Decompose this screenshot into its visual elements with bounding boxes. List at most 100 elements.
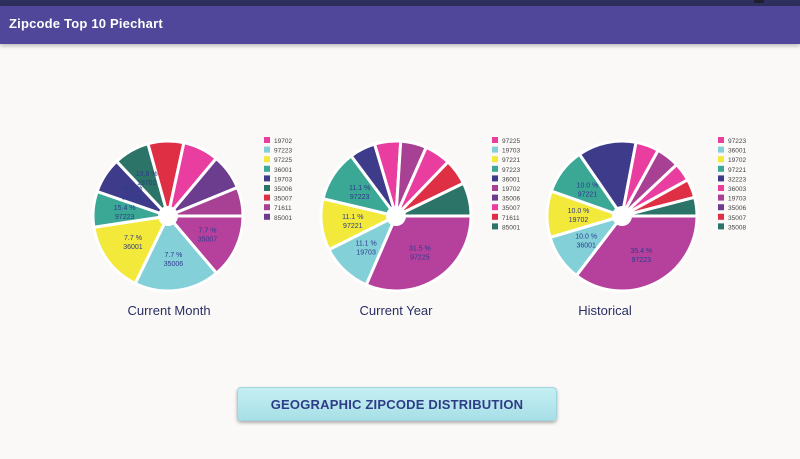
legend-label: 19702: [274, 138, 292, 145]
legend-swatch: [718, 165, 724, 172]
legend-swatch: [492, 223, 498, 230]
legend-swatch: [492, 185, 498, 191]
slice-percent-label: 7.7 %: [199, 227, 217, 234]
legend-swatch: [492, 146, 498, 153]
slice-percent-label: 11.1 %: [342, 214, 363, 221]
pie-chart-svg: 7.7 % 35007 7.7 % 35006 7.7 % 36001 15.4 % 9722…: [91, 137, 292, 293]
chart-title: Current Month: [127, 303, 211, 318]
chart-title: Current Year: [359, 303, 433, 318]
pie-center-hole: [158, 206, 178, 226]
legend-swatch: [492, 213, 498, 220]
legend-swatch: [492, 137, 498, 143]
legend-label: 19703: [502, 148, 520, 155]
pie-slice[interactable]: [92, 214, 171, 286]
legend-label: 97223: [728, 138, 746, 145]
slice-percent-label: 10.0 %: [577, 183, 599, 190]
legend-label: 97223: [274, 148, 292, 155]
legend-swatch: [264, 175, 270, 182]
legend-swatch: [264, 156, 270, 163]
pie-slice[interactable]: [164, 214, 245, 276]
legend-label: 35007: [502, 205, 520, 212]
slice-zip-label: 97225: [122, 194, 142, 201]
legend-label: 97221: [502, 157, 520, 164]
pie-chart-historical: 35.4 % 97223 10.0 % 36001 10.0 % 19702 10.0 % 9…: [532, 130, 782, 330]
pie-slice[interactable]: [364, 214, 473, 293]
legend-swatch: [492, 175, 498, 182]
pie-slice[interactable]: [167, 185, 245, 218]
slice-percent-label: 7.7 %: [164, 252, 182, 259]
legend-swatch: [492, 194, 498, 201]
slice-zip-label: 19702: [569, 217, 589, 224]
legend-label: 36001: [728, 148, 746, 155]
slice-percent-label: 7.7 %: [124, 235, 142, 242]
legend-label: 19703: [728, 196, 746, 203]
legend-swatch: [718, 175, 724, 182]
pie-chart-current-month: 7.7 % 35007 7.7 % 35006 7.7 % 36001 15.4 % 9722…: [78, 130, 328, 330]
legend-swatch: [718, 137, 724, 143]
slice-zip-label: 35006: [164, 261, 184, 268]
slice-percent-label: 31.5 %: [409, 245, 431, 252]
slice-percent-label: 13.8 %: [136, 171, 158, 178]
slice-percent-label: 11.1 %: [355, 241, 376, 248]
legend-label: 19703: [274, 176, 292, 183]
legend-swatch: [264, 165, 270, 172]
pie-center-hole: [386, 206, 406, 226]
legend-label: 71611: [502, 215, 520, 222]
pie-chart-svg: 31.5 % 97225 11.1 % 19703 11.1 % 97221 11.1 % 9…: [319, 137, 520, 293]
legend-label: 97225: [502, 138, 520, 145]
slice-zip-label: 19703: [356, 250, 376, 257]
slice-zip-label: 19702: [137, 180, 157, 187]
legend-label: 19702: [728, 157, 746, 164]
legend-swatch: [264, 137, 270, 143]
slice-zip-label: 97225: [410, 254, 430, 261]
legend-label: 35006: [728, 205, 746, 212]
app-bar: Zipcode Top 10 Piechart: [0, 0, 800, 44]
legend-label: 19702: [502, 186, 520, 193]
overflow-menu-icon[interactable]: [754, 0, 764, 10]
legend-label: 36003: [728, 186, 746, 193]
slice-zip-label: 97223: [115, 214, 135, 221]
legend-swatch: [264, 194, 270, 201]
legend-swatch: [718, 146, 724, 153]
pie-center-hole: [612, 206, 632, 226]
slice-percent-label: 10.0 %: [568, 208, 590, 215]
chart-title: Historical: [578, 303, 632, 318]
pie-chart-current-year: 31.5 % 97225 11.1 % 19703 11.1 % 97221 11.1 % 9…: [306, 130, 556, 330]
legend-swatch: [264, 185, 270, 191]
slice-zip-label: 36001: [123, 244, 143, 251]
slice-zip-label: 97221: [343, 223, 363, 230]
geographic-zipcode-distribution-button[interactable]: GEOGRAPHIC ZIPCODE DISTRIBUTION: [237, 387, 557, 421]
legend-label: 35006: [274, 186, 292, 193]
slice-zip-label: 97221: [578, 192, 598, 199]
pie-slice[interactable]: [621, 195, 699, 218]
legend-swatch: [492, 156, 498, 163]
legend-swatch: [718, 213, 724, 220]
slice-percent-label: 35.4 %: [630, 248, 652, 255]
pie-slice[interactable]: [133, 213, 219, 293]
legend-label: 97225: [274, 157, 292, 164]
slice-percent-label: 15.4 %: [114, 205, 136, 212]
pie-slice[interactable]: [395, 181, 473, 218]
legend-swatch: [492, 165, 498, 172]
legend-swatch: [718, 156, 724, 163]
legend-swatch: [718, 204, 724, 211]
slice-zip-label: 36001: [576, 243, 596, 250]
status-bar: [0, 0, 800, 6]
slice-percent-label: 11.1 %: [349, 185, 370, 192]
app-title: Zipcode Top 10 Piechart: [9, 16, 163, 31]
slice-zip-label: 35007: [198, 236, 218, 243]
legend-swatch: [264, 146, 270, 153]
legend-label: 71611: [274, 205, 292, 212]
legend-label: 36001: [502, 176, 520, 183]
legend-swatch: [264, 213, 270, 220]
legend-swatch: [718, 194, 724, 201]
legend-label: 36001: [274, 167, 292, 174]
slice-zip-label: 97223: [350, 194, 370, 201]
pie-slice[interactable]: [574, 214, 699, 293]
legend-label: 35007: [728, 215, 746, 222]
legend-label: 85001: [274, 215, 292, 222]
legend-label: 35007: [274, 196, 292, 203]
legend-swatch: [718, 185, 724, 191]
slice-zip-label: 97223: [632, 257, 652, 264]
legend-label: 35008: [728, 224, 746, 231]
